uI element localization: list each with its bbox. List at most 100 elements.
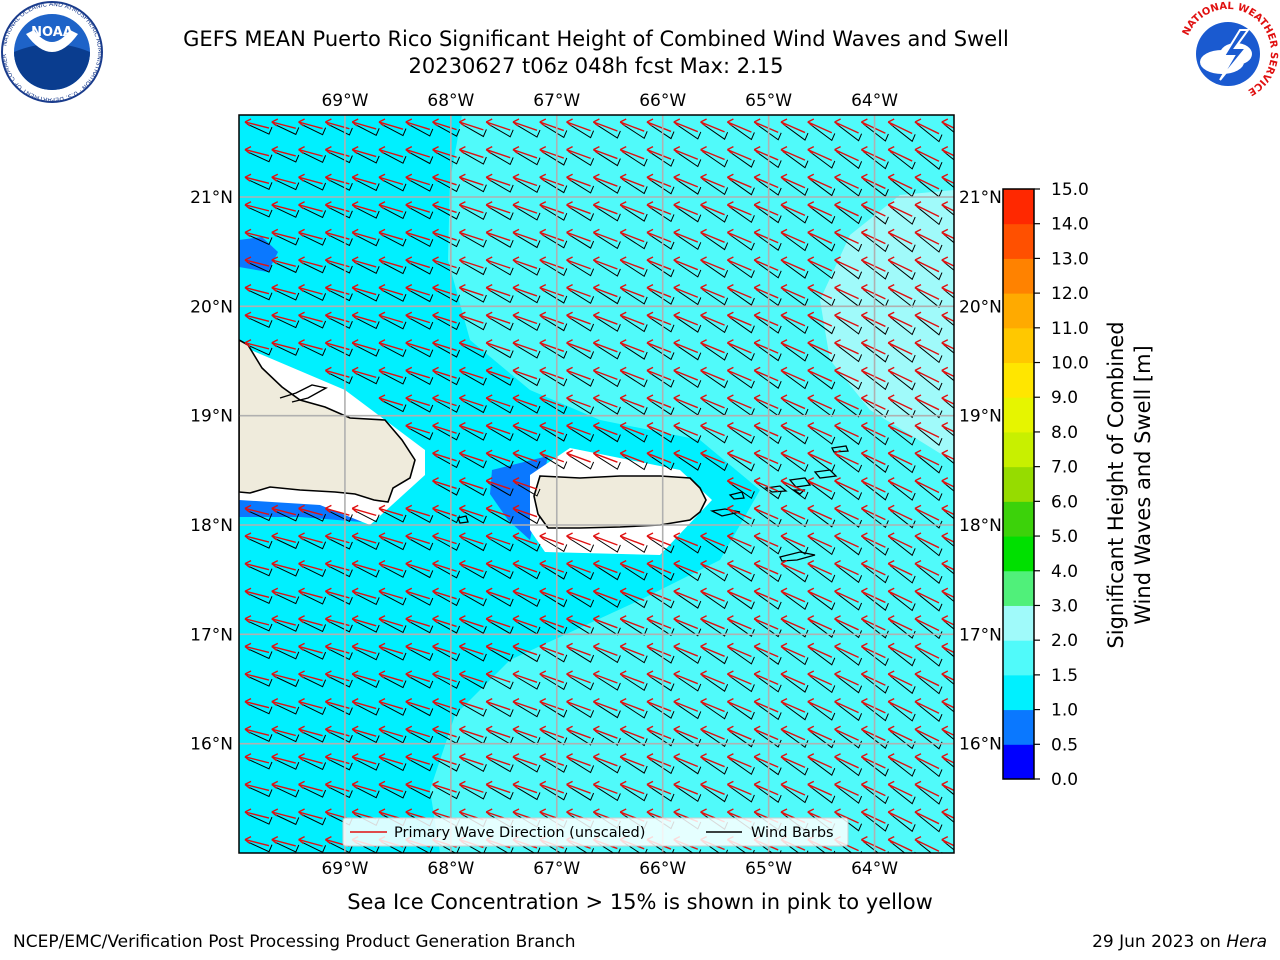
wave-direction-arrowhead <box>271 670 279 679</box>
wave-direction-arrowhead <box>646 118 654 127</box>
wave-direction-arrowhead <box>941 780 949 789</box>
wind-barb <box>702 289 729 306</box>
wave-direction-arrow <box>727 645 752 658</box>
wind-barb <box>595 537 621 553</box>
wave-direction-arrow <box>861 507 886 521</box>
wind-barb <box>407 758 434 772</box>
wind-barb <box>353 758 380 771</box>
wave-direction-arrow <box>485 756 511 766</box>
wind-barb <box>461 233 487 248</box>
wave-direction-arrowhead <box>566 449 573 458</box>
wave-direction-arrowhead <box>271 118 279 127</box>
wave-direction-arrow <box>780 452 806 465</box>
colorbar-tick-label: 12.0 <box>1051 284 1089 304</box>
wave-direction-arrowhead <box>673 173 681 182</box>
wind-barb <box>461 454 487 469</box>
wave-direction-arrowhead <box>458 808 466 817</box>
wave-direction-arrowhead <box>539 449 547 458</box>
wave-direction-arrowhead <box>726 753 734 762</box>
wave-direction-arrow <box>807 286 833 300</box>
wave-direction-arrow <box>378 618 404 627</box>
wave-direction-arrowhead <box>646 697 654 707</box>
wave-direction-arrowhead <box>914 339 922 348</box>
wave-direction-arrow <box>646 618 672 629</box>
wave-direction-arrow <box>727 783 752 796</box>
wave-direction-arrow <box>459 204 484 214</box>
wind-barb <box>889 372 916 391</box>
wave-direction-arrowhead <box>271 697 279 707</box>
wave-direction-arrowhead <box>753 283 761 293</box>
wave-direction-arrow <box>646 535 672 547</box>
wave-direction-arrowhead <box>807 173 815 182</box>
wave-direction-arrow <box>512 424 538 435</box>
wave-direction-arrow <box>271 811 296 819</box>
wave-direction-arrow <box>432 369 457 379</box>
wave-direction-arrow <box>566 535 591 546</box>
wave-direction-arrow <box>753 397 779 409</box>
wave-direction-arrowhead <box>807 256 815 265</box>
wave-direction-arrow <box>834 507 859 521</box>
wave-direction-arrowhead <box>646 559 654 569</box>
wind-barb <box>836 537 863 556</box>
colorbar-tick-label: 3.0 <box>1051 596 1078 616</box>
wave-direction-arrow <box>619 286 645 298</box>
wave-direction-arrowhead <box>432 283 439 293</box>
wave-direction-arrowhead <box>271 339 279 348</box>
wind-barb <box>782 233 809 252</box>
wave-direction-arrow <box>352 562 377 572</box>
wave-direction-arrowhead <box>941 118 949 127</box>
wave-direction-arrowhead <box>700 642 707 651</box>
wave-direction-arrowhead <box>753 477 761 486</box>
svg-text:NOAA: NOAA <box>31 25 73 40</box>
wave-direction-arrowhead <box>914 753 922 762</box>
wave-direction-arrowhead <box>271 808 279 817</box>
wind-barb <box>434 399 461 413</box>
wind-barb <box>353 703 380 716</box>
wave-direction-arrowhead <box>351 504 359 513</box>
wave-direction-arrowhead <box>271 835 279 845</box>
wave-direction-arrow <box>593 562 618 574</box>
wave-direction-arrowhead <box>780 228 788 237</box>
wave-direction-arrow <box>700 204 725 216</box>
wave-direction-arrowhead <box>834 366 841 375</box>
wind-barb <box>863 427 889 446</box>
wave-direction-arrowhead <box>807 780 815 789</box>
colorbar-tick-label: 13.0 <box>1051 249 1089 269</box>
wave-direction-arrowhead <box>485 725 493 734</box>
wave-direction-arrowhead <box>351 532 359 541</box>
wave-direction-arrow <box>298 121 323 130</box>
wind-barb <box>675 785 702 803</box>
wave-direction-arrowhead <box>726 118 734 127</box>
wind-barb <box>916 482 943 502</box>
wind-barb <box>461 289 487 303</box>
wave-direction-arrowhead <box>807 118 815 127</box>
wind-barb <box>541 675 568 691</box>
wave-direction-arrow <box>593 783 618 795</box>
wave-direction-arrowhead <box>860 366 868 375</box>
wind-barb <box>273 758 300 770</box>
wave-direction-arrow <box>646 204 672 215</box>
wave-direction-arrowhead <box>298 283 305 293</box>
wave-direction-arrow <box>378 259 404 268</box>
wave-direction-arrow <box>459 562 484 573</box>
wave-direction-arrowhead <box>700 532 707 541</box>
wave-direction-arrow <box>593 369 618 381</box>
wave-direction-arrowhead <box>512 808 520 817</box>
wave-direction-arrow <box>244 286 270 295</box>
wind-barb <box>595 261 621 277</box>
wave-direction-arrow <box>619 700 645 712</box>
wave-direction-arrow <box>887 838 913 852</box>
wave-direction-arrow <box>432 176 457 186</box>
wave-direction-arrowhead <box>432 697 439 707</box>
wind-barb <box>675 261 702 278</box>
wind-barb <box>541 647 568 663</box>
wave-direction-arrowhead <box>941 477 949 486</box>
wave-direction-arrow <box>914 756 940 770</box>
lat-label-right: 19°N <box>959 407 1002 427</box>
wave-direction-arrowhead <box>271 753 279 762</box>
wave-direction-arrowhead <box>700 615 707 624</box>
wave-direction-arrow <box>432 728 457 738</box>
wind-barb <box>702 647 729 665</box>
wind-barb <box>595 151 621 167</box>
wave-direction-arrowhead <box>458 366 466 375</box>
